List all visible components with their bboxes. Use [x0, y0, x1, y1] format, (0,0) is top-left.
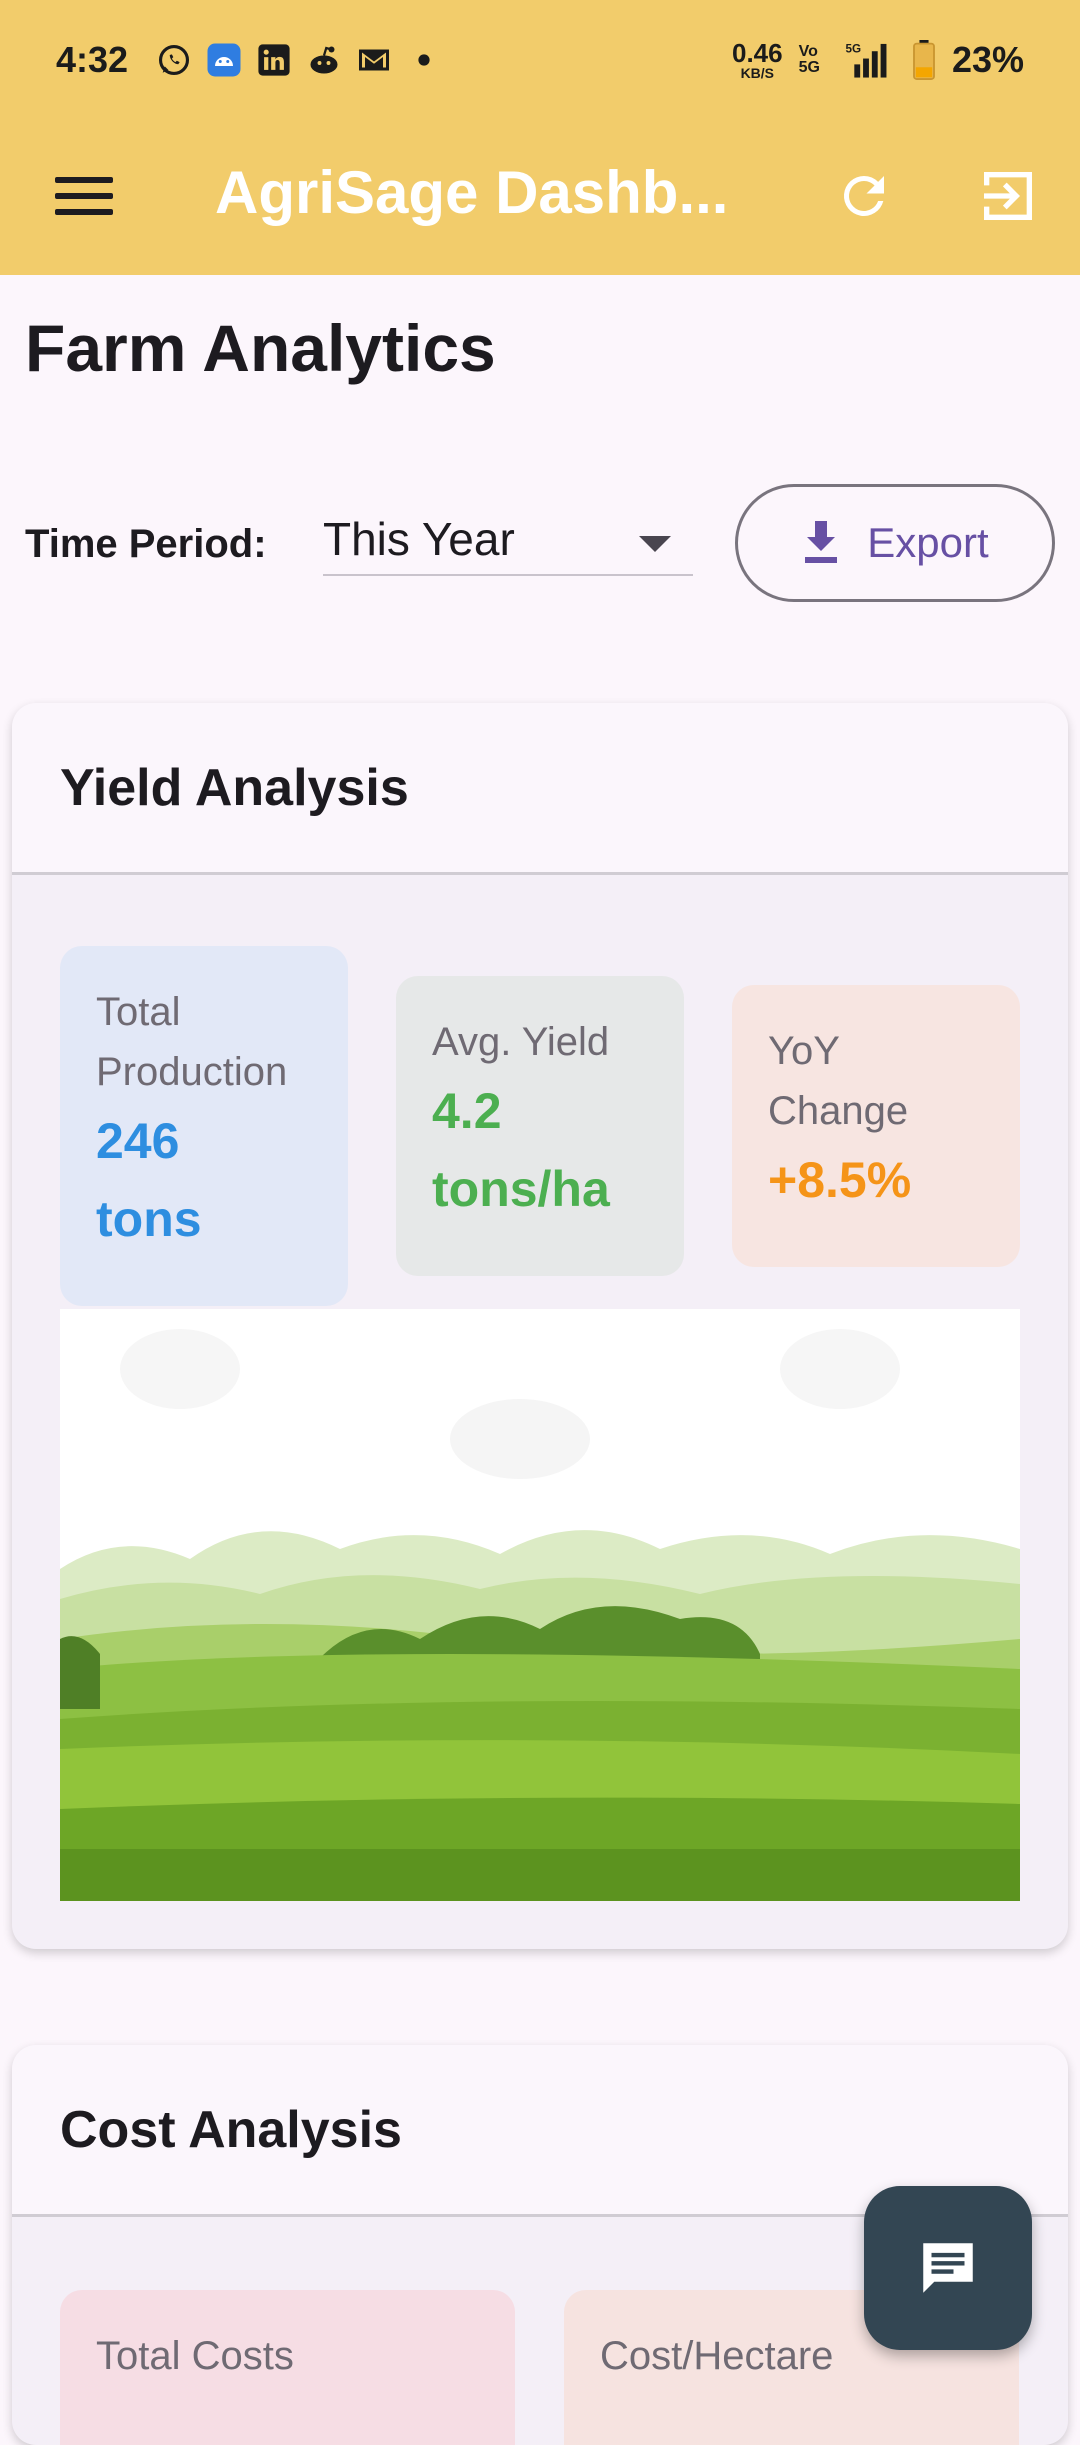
app-bar: AgriSage Dashb...	[0, 120, 1080, 275]
volte-bottom: 5G	[798, 59, 820, 76]
download-icon	[805, 521, 838, 563]
yield-card-title: Yield Analysis	[60, 758, 409, 817]
time-period-row: Time Period: This Year Export	[25, 484, 1055, 604]
yoy-change-value: +8.5%	[768, 1152, 912, 1208]
android-app-icon	[206, 42, 242, 78]
logout-button[interactable]	[970, 158, 1046, 234]
volte-top: Vo	[798, 43, 818, 60]
battery-percentage: 23%	[951, 39, 1024, 80]
chat-icon	[923, 2243, 973, 2293]
total-costs-stat: Total Costs	[60, 2290, 515, 2445]
refresh-button[interactable]	[826, 158, 902, 234]
whatsapp-icon	[156, 42, 192, 78]
time-period-label: Time Period:	[25, 522, 267, 566]
network-type-label: 5G	[845, 43, 861, 56]
logout-icon	[984, 172, 1032, 220]
yield-analysis-card: Yield Analysis Total Production 246 tons…	[12, 703, 1068, 1949]
farm-landscape-image	[60, 1309, 1020, 1901]
reddit-icon	[306, 42, 342, 78]
network-speed: 0.46 KB/S	[732, 40, 783, 80]
total-production-label: Total Production	[96, 990, 288, 1094]
dropdown-arrow-icon	[639, 536, 671, 552]
linkedin-icon	[256, 42, 292, 78]
page-title: Farm Analytics	[25, 311, 496, 385]
app-title: AgriSage Dashb...	[215, 159, 729, 226]
network-speed-unit: KB/S	[740, 65, 775, 81]
yoy-change-stat: YoY Change +8.5%	[732, 985, 1020, 1267]
time-period-value: This Year	[323, 513, 515, 565]
time-period-dropdown[interactable]: This Year	[323, 504, 693, 576]
total-costs-label: Total Costs	[96, 2334, 294, 2378]
chat-button[interactable]	[864, 2186, 1032, 2350]
avg-yield-label: Avg. Yield	[432, 1020, 610, 1064]
refresh-icon	[843, 175, 884, 216]
notification-dot-icon	[406, 42, 442, 78]
battery-icon	[912, 40, 936, 80]
status-bar: 4:32 0.46 KB/S Vo 5G 5G	[0, 0, 1080, 120]
hamburger-menu-icon	[55, 177, 113, 215]
volte-indicator: Vo 5G	[799, 44, 820, 76]
export-button[interactable]: Export	[735, 484, 1055, 602]
export-label: Export	[867, 519, 989, 566]
cost-per-hectare-label: Cost/Hectare	[600, 2334, 834, 2378]
network-speed-value: 0.46	[731, 38, 783, 68]
total-production-value: 246 tons	[96, 1113, 202, 1247]
menu-button[interactable]	[50, 166, 118, 226]
cost-card-header: Cost Analysis	[12, 2045, 1068, 2217]
total-production-stat: Total Production 246 tons	[60, 946, 348, 1306]
avg-yield-stat: Avg. Yield 4.2 tons/ha	[396, 976, 684, 1276]
signal-icon: 5G	[836, 42, 896, 78]
yield-card-header: Yield Analysis	[12, 703, 1068, 875]
yoy-change-label: YoY Change	[768, 1029, 909, 1133]
status-time: 4:32	[56, 39, 129, 80]
avg-yield-value: 4.2 tons/ha	[432, 1083, 610, 1217]
cost-card-title: Cost Analysis	[60, 2100, 402, 2159]
gmail-icon	[356, 42, 392, 78]
